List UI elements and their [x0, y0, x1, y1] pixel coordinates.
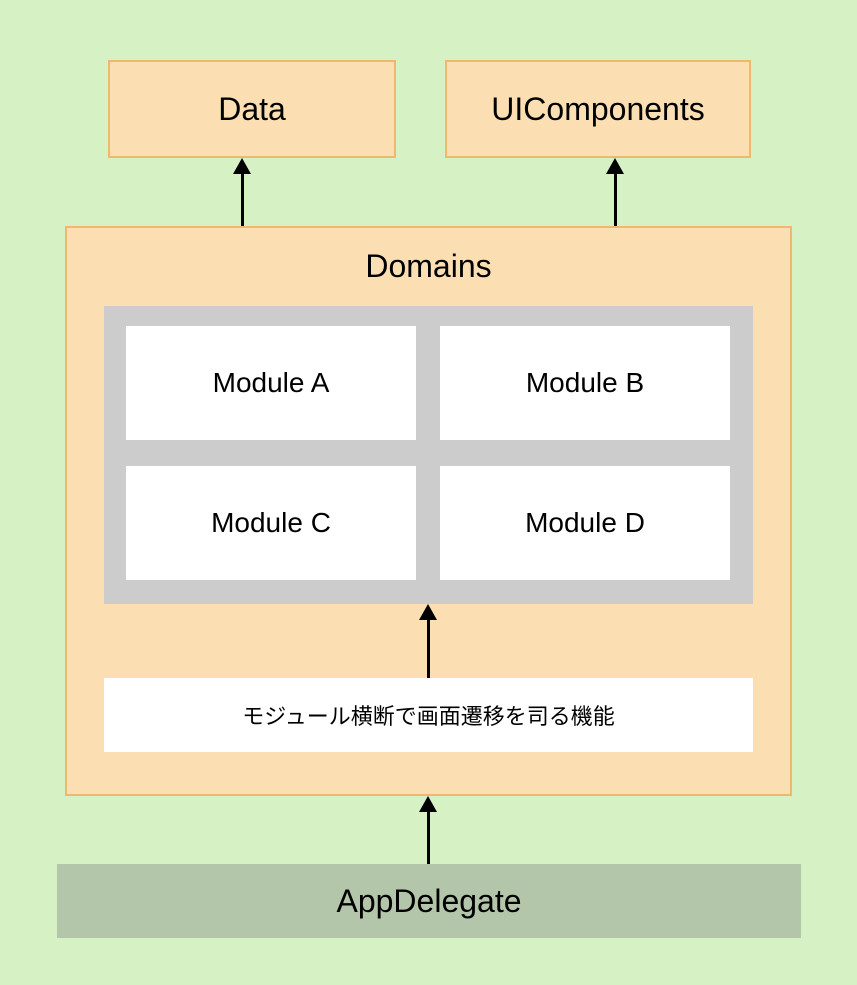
arrow-head-domains_top_left — [233, 158, 251, 174]
node-router-label: モジュール横断で画面遷移を司る機能 — [242, 699, 614, 731]
arrow-head-router_to_modules — [419, 604, 437, 620]
arrow-line-router_to_modules — [427, 616, 430, 678]
node-module_b-label: Module B — [526, 367, 644, 399]
node-appdelegate-label: AppDelegate — [336, 883, 521, 920]
node-module_a: Module A — [126, 326, 416, 440]
node-data-label: Data — [218, 91, 286, 128]
diagram-canvas: Data UIComponents Domains Module A Module B M… — [0, 0, 857, 985]
node-module_d: Module D — [440, 466, 730, 580]
node-module_c-label: Module C — [211, 507, 331, 539]
arrow-line-domains_top_right — [614, 170, 617, 226]
node-module_d-label: Module D — [525, 507, 645, 539]
node-module_c: Module C — [126, 466, 416, 580]
node-module_a-label: Module A — [213, 367, 330, 399]
arrow-line-domains_top_left — [241, 170, 244, 226]
node-uicomponents: UIComponents — [445, 60, 751, 158]
node-uicomponents-label: UIComponents — [491, 91, 704, 128]
arrow-head-appdelegate_to_domains — [419, 796, 437, 812]
arrow-line-appdelegate_to_domains — [427, 808, 430, 864]
node-appdelegate: AppDelegate — [57, 864, 801, 938]
node-domains-label: Domains — [67, 228, 790, 285]
node-router: モジュール横断で画面遷移を司る機能 — [104, 678, 753, 752]
node-module_b: Module B — [440, 326, 730, 440]
arrow-head-domains_top_right — [606, 158, 624, 174]
node-data: Data — [108, 60, 396, 158]
